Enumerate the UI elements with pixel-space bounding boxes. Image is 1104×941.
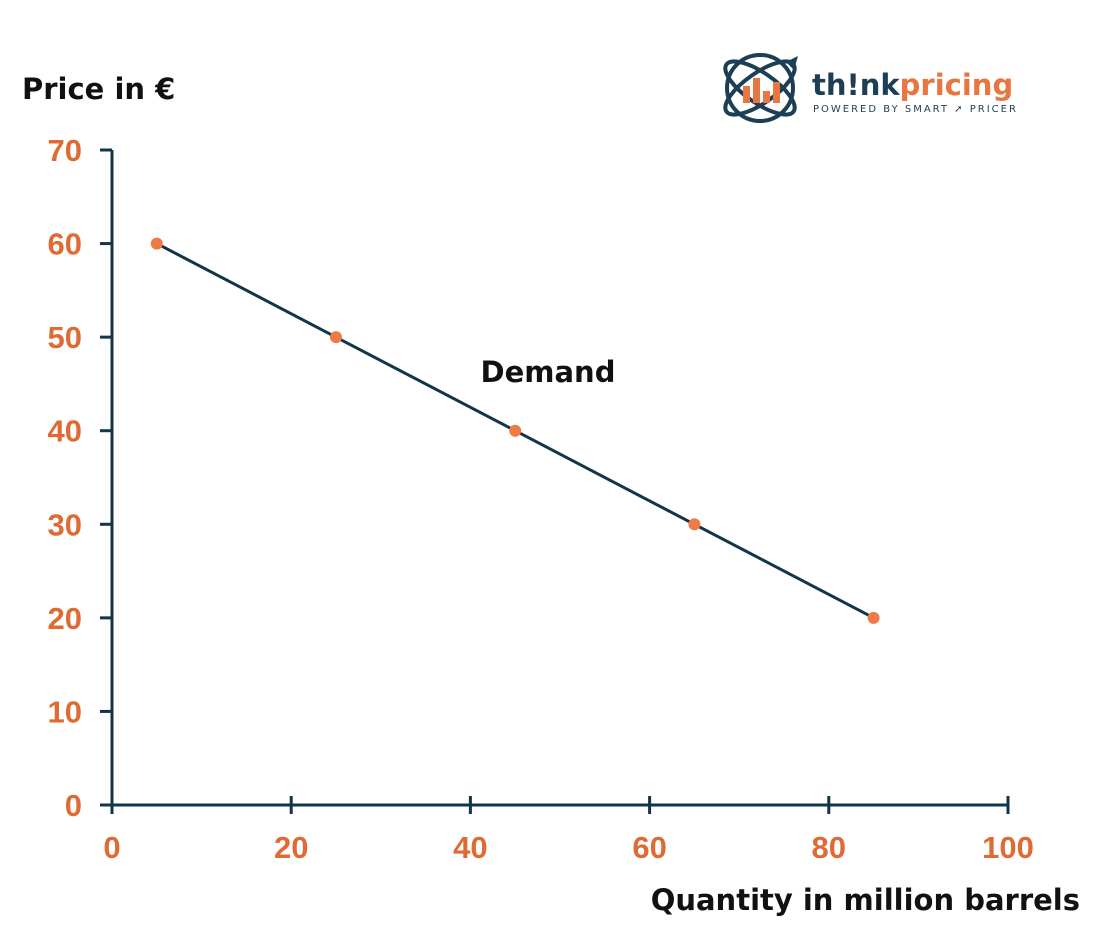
x-axis-ticks: 0 20 40 60 80 100: [103, 796, 1034, 865]
y-tick-label: 70: [48, 133, 82, 168]
x-axis-title: Quantity in million barrels: [651, 883, 1080, 917]
thinkpricing-logo: th!nkpricing POWERED BY SMART ➚ PRICER: [723, 53, 1018, 123]
y-tick-label: 0: [65, 788, 82, 823]
logo-tagline: POWERED BY SMART: [813, 104, 949, 115]
y-tick-label: 20: [48, 601, 82, 636]
y-tick-label: 50: [48, 320, 82, 355]
y-tick-label: 40: [48, 414, 82, 449]
series-demand: [150, 237, 880, 624]
x-tick-label: 100: [982, 830, 1034, 865]
x-tick-label: 40: [453, 830, 487, 865]
y-axis-title: Price in €: [22, 72, 175, 106]
data-point: [867, 611, 880, 624]
x-tick-label: 60: [632, 830, 666, 865]
logo-tagline-pricer: PRICER: [970, 104, 1018, 115]
x-tick-label: 80: [812, 830, 846, 865]
logo-globe-icon: [723, 53, 798, 123]
y-axis-ticks: 0 10 20 30 40 50 60 70: [48, 133, 112, 823]
logo-word-think: th!nk: [812, 68, 900, 102]
svg-text:POWERED BY SMART ➚ PRICER: POWERED BY SMART ➚ PRICER: [813, 104, 1018, 115]
x-tick-label: 20: [274, 830, 308, 865]
axes: [110, 150, 1008, 807]
logo-tagline-arrow-icon: ➚: [949, 104, 970, 115]
data-point: [150, 237, 163, 250]
y-tick-label: 60: [48, 227, 82, 262]
x-tick-label: 0: [103, 830, 120, 865]
logo-word-pricing: pricing: [900, 68, 1014, 102]
series-label-demand: Demand: [481, 355, 616, 389]
svg-text:th!nkpricing: th!nkpricing: [812, 68, 1013, 102]
data-point: [330, 331, 342, 344]
data-point: [688, 518, 701, 531]
y-tick-label: 30: [48, 507, 82, 542]
y-tick-label: 10: [48, 694, 82, 729]
data-point: [509, 424, 522, 437]
